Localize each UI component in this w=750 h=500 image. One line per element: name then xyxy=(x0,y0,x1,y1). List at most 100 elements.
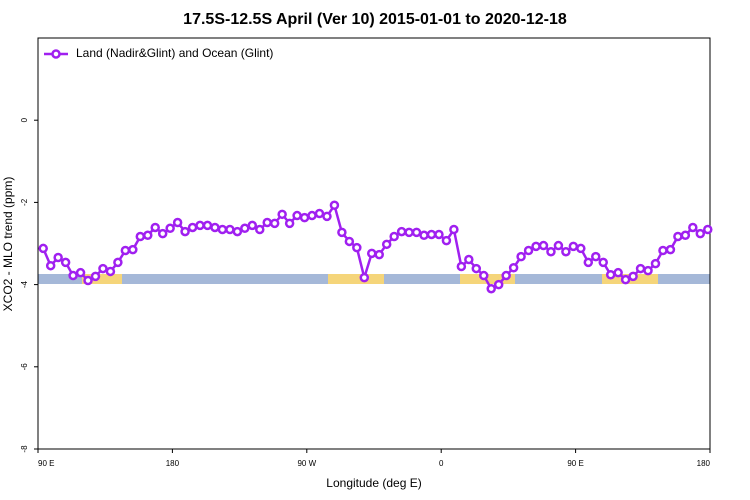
data-point xyxy=(374,249,384,260)
data-point xyxy=(479,270,489,281)
data-point xyxy=(628,271,638,282)
data-point xyxy=(53,252,63,263)
data-point xyxy=(322,211,332,222)
plot-frame xyxy=(37,37,711,450)
data-point xyxy=(75,267,86,278)
land-strip xyxy=(460,274,515,284)
data-point xyxy=(314,208,325,219)
legend-marker xyxy=(51,49,61,59)
data-point xyxy=(658,245,668,256)
data-point xyxy=(284,218,295,229)
data-point xyxy=(337,227,347,238)
data-point xyxy=(553,240,564,251)
data-point xyxy=(598,257,608,268)
data-point xyxy=(217,224,228,235)
data-point xyxy=(98,263,108,274)
data-point xyxy=(665,244,676,255)
data-point xyxy=(591,251,601,262)
x-tick-label: 90 E xyxy=(38,459,54,468)
data-point xyxy=(329,200,340,211)
data-point xyxy=(225,224,235,235)
data-point xyxy=(120,245,131,256)
data-point xyxy=(240,223,250,234)
data-point xyxy=(381,239,392,250)
data-point xyxy=(576,243,586,254)
data-point xyxy=(299,212,310,223)
x-axis-label: Longitude (deg E) xyxy=(326,476,421,490)
data-point xyxy=(501,270,511,281)
data-point xyxy=(210,222,220,233)
x-tick-label: 180 xyxy=(697,459,711,468)
data-point xyxy=(307,210,317,221)
data-point xyxy=(464,254,474,265)
data-point xyxy=(90,271,101,282)
data-point xyxy=(516,251,526,262)
data-point xyxy=(456,261,467,272)
data-point xyxy=(255,224,265,235)
data-point xyxy=(68,270,78,281)
data-point xyxy=(45,260,56,271)
data-point xyxy=(187,222,198,233)
data-point xyxy=(83,275,93,286)
data-point xyxy=(277,209,287,220)
land-strip xyxy=(328,274,384,284)
data-point xyxy=(643,265,653,276)
data-point xyxy=(157,228,168,239)
data-point xyxy=(493,279,504,290)
data-point xyxy=(605,269,616,280)
y-tick-label: 0 xyxy=(20,117,29,122)
data-point xyxy=(620,274,631,285)
data-point xyxy=(688,222,698,233)
data-point xyxy=(389,231,399,242)
data-point xyxy=(113,257,123,268)
y-axis-label: XCO2 - MLO trend (ppm) xyxy=(1,177,15,312)
data-point xyxy=(262,217,272,228)
data-point xyxy=(135,231,146,242)
data-point xyxy=(635,263,646,274)
x-tick-label: 90 E xyxy=(567,459,583,468)
data-point xyxy=(359,272,370,283)
legend-label: Land (Nadir&Glint) and Ocean (Glint) xyxy=(76,46,273,60)
y-tick-label: -4 xyxy=(20,280,29,288)
data-point xyxy=(150,222,160,233)
data-point xyxy=(449,224,459,235)
data-point xyxy=(404,227,414,238)
data-point xyxy=(561,246,571,257)
data-point xyxy=(247,220,258,231)
data-point xyxy=(486,283,496,294)
data-point xyxy=(143,230,153,241)
data-point xyxy=(367,248,377,259)
data-point xyxy=(441,235,452,246)
data-point xyxy=(434,229,444,240)
data-point xyxy=(673,231,683,242)
data-point xyxy=(703,224,713,235)
data-point xyxy=(650,258,661,269)
data-point xyxy=(568,241,579,252)
data-point xyxy=(546,246,556,257)
data-point xyxy=(105,266,116,277)
data-point xyxy=(128,244,138,255)
data-point xyxy=(195,220,205,231)
y-tick-label: -2 xyxy=(20,198,29,206)
x-tick-label: 0 xyxy=(439,459,444,468)
data-point xyxy=(60,257,71,268)
data-point xyxy=(352,242,362,253)
data-point xyxy=(396,226,407,237)
data-point xyxy=(411,227,422,238)
data-point xyxy=(531,241,541,252)
data-point xyxy=(172,217,183,228)
data-point xyxy=(471,263,482,274)
data-point xyxy=(165,223,175,234)
x-tick-label: 180 xyxy=(166,459,180,468)
data-point xyxy=(695,228,706,239)
data-point xyxy=(523,245,534,256)
chart-title: 17.5S-12.5S April (Ver 10) 2015-01-01 to… xyxy=(183,11,567,28)
data-point xyxy=(202,220,213,231)
data-point xyxy=(426,229,437,240)
data-point xyxy=(292,210,302,221)
data-point xyxy=(613,267,623,278)
data-point xyxy=(344,236,355,247)
data-point xyxy=(680,230,691,241)
data-point xyxy=(180,226,190,237)
